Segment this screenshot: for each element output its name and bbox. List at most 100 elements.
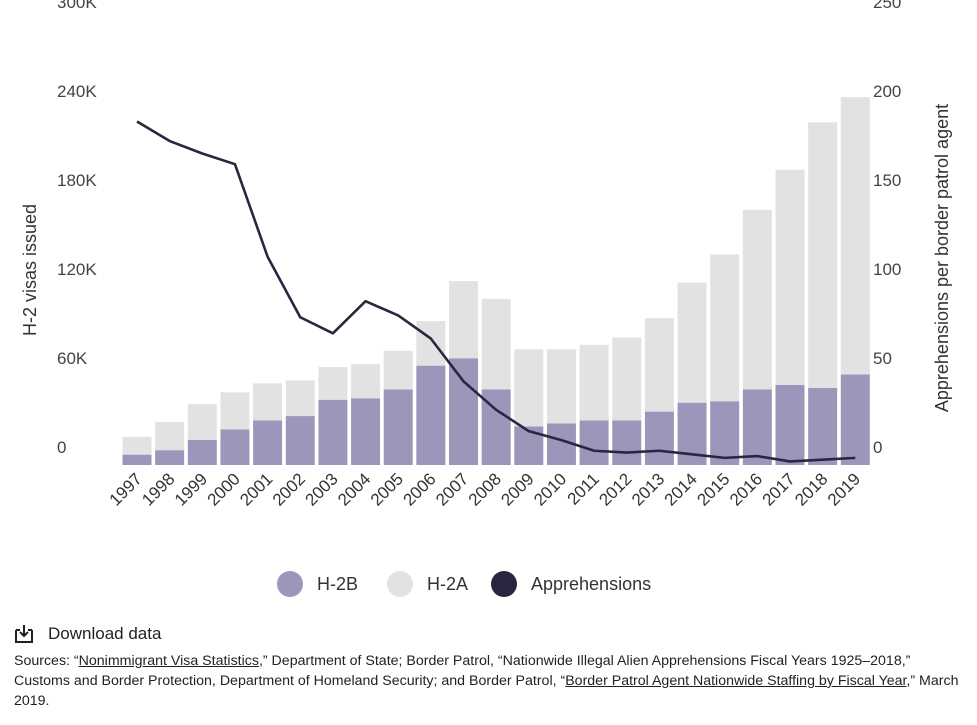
y2-tick-label: 0 xyxy=(873,438,882,457)
bar-h2a-2007 xyxy=(449,281,478,359)
bar-h2a-2002 xyxy=(285,380,315,417)
bar-h2a-2018 xyxy=(808,122,838,388)
bar-h2b-2004 xyxy=(351,398,381,465)
legend-swatch-apprehensions xyxy=(491,571,517,597)
y2-tick-label: 250 xyxy=(873,0,901,12)
x-tick-label: 1998 xyxy=(138,469,178,509)
bar-h2a-2015 xyxy=(710,254,740,402)
legend-item-h2a[interactable]: H-2A xyxy=(387,571,468,597)
apprehensions-line xyxy=(136,120,856,463)
x-tick-label: 2008 xyxy=(465,469,505,509)
y-axis-left: 0 60K 120K 180K 240K 300K xyxy=(57,0,97,457)
x-tick-label: 2013 xyxy=(628,469,668,509)
x-tick-label: 2017 xyxy=(759,469,799,509)
x-tick-label: 1997 xyxy=(106,469,146,509)
bar-h2b-2015 xyxy=(710,401,740,465)
bar-h2a-2005 xyxy=(383,350,413,390)
y-tick-label: 60K xyxy=(57,349,88,368)
download-icon xyxy=(15,625,33,643)
bar-h2a-2010 xyxy=(546,349,576,424)
x-tick-label: 2016 xyxy=(726,469,766,509)
x-tick-label: 2011 xyxy=(564,469,603,508)
bar-h2b-2012 xyxy=(612,420,642,465)
bar-h2b-2019 xyxy=(840,374,870,465)
apprehensions-line-path xyxy=(136,120,856,463)
bar-h2a-2011 xyxy=(579,344,609,421)
source-link-staffing[interactable]: Border Patrol Agent Nationwide Staffing … xyxy=(565,673,907,689)
bar-h2a-2013 xyxy=(644,318,674,412)
legend-item-apprehensions[interactable]: Apprehensions xyxy=(491,571,651,597)
bar-h2b-2007 xyxy=(449,358,478,465)
y2-tick-label: 150 xyxy=(873,171,901,190)
bar-h2a-2017 xyxy=(775,169,805,385)
bar-h2a-2012 xyxy=(612,337,642,421)
bar-h2b-2003 xyxy=(318,399,348,465)
bar-h2b-1999 xyxy=(187,439,217,465)
bar-h2b-1998 xyxy=(155,450,185,465)
legend-swatch-h2a xyxy=(387,571,413,597)
legend-swatch-h2b xyxy=(277,571,303,597)
bar-h2a-1998 xyxy=(155,421,185,451)
legend-item-h2b[interactable]: H-2B xyxy=(277,571,358,597)
bar-h2a-2001 xyxy=(253,383,283,421)
x-tick-label: 2001 xyxy=(236,469,276,509)
x-tick-label: 2007 xyxy=(432,469,472,509)
x-tick-label: 2009 xyxy=(497,469,537,509)
legend-label: H-2A xyxy=(427,573,469,594)
bar-h2a-2006 xyxy=(416,321,446,366)
x-tick-label: 2004 xyxy=(334,469,374,509)
x-tick-label: 2005 xyxy=(367,469,407,509)
x-tick-label: 2018 xyxy=(791,469,831,509)
bar-h2a-2019 xyxy=(840,97,870,375)
bar-h2a-2009 xyxy=(514,349,544,427)
bar-h2b-2000 xyxy=(220,429,250,465)
bar-h2a-2016 xyxy=(742,209,772,390)
bar-h2b-2011 xyxy=(579,420,609,465)
x-tick-label: 2012 xyxy=(595,469,635,509)
x-tick-label: 2003 xyxy=(302,469,342,509)
download-data-button[interactable]: Download data xyxy=(14,624,161,644)
bar-h2a-1997 xyxy=(122,436,152,455)
sources-prefix: Sources: “ xyxy=(14,653,79,669)
source-link-visa-statistics[interactable]: Nonimmigrant Visa Statistics xyxy=(78,653,259,669)
x-tick-label: 2010 xyxy=(530,469,570,509)
y-tick-label: 120K xyxy=(57,260,97,279)
y-tick-label: 0 xyxy=(57,438,66,457)
sources-note: Sources: “Nonimmigrant Visa Statistics,”… xyxy=(14,651,964,711)
bar-h2b-2013 xyxy=(644,411,674,465)
x-tick-label: 2000 xyxy=(204,469,244,509)
y2-tick-label: 50 xyxy=(873,349,892,368)
bar-h2b-2002 xyxy=(285,416,315,465)
bar-h2b-2005 xyxy=(383,389,413,465)
y-tick-label: 240K xyxy=(57,82,97,101)
bar-h2b-2017 xyxy=(775,384,805,465)
download-data-label: Download data xyxy=(48,624,162,643)
bar-h2b-2001 xyxy=(253,420,283,465)
y2-tick-label: 200 xyxy=(873,82,901,101)
x-tick-label: 2014 xyxy=(661,469,701,509)
chart: 0 60K 120K 180K 240K 300K 0 50 100 150 200 250 199… xyxy=(20,0,952,510)
bar-h2b-2006 xyxy=(416,365,446,465)
bar-h2a-2003 xyxy=(318,367,348,400)
bar-h2b-2016 xyxy=(742,389,772,465)
y-tick-label: 300K xyxy=(57,0,97,12)
bar-h2a-2008 xyxy=(481,298,511,390)
y-tick-label: 180K xyxy=(57,171,97,190)
x-tick-label: 1999 xyxy=(171,469,211,509)
y2-tick-label: 100 xyxy=(873,260,901,279)
x-tick-label: 2006 xyxy=(399,469,439,509)
x-tick-label: 2002 xyxy=(269,469,309,509)
legend-label: Apprehensions xyxy=(531,573,652,594)
y-axis-title: H-2 visas issued xyxy=(20,204,40,336)
legend: H-2B H-2A Apprehensions xyxy=(0,571,977,605)
legend-label: H-2B xyxy=(317,573,359,594)
sources-middle: ,” Department of State; Border Patrol, “… xyxy=(14,653,911,689)
bar-h2b-2018 xyxy=(808,387,838,465)
y-axis-right: 0 50 100 150 200 250 xyxy=(873,0,901,457)
x-tick-label: 2019 xyxy=(824,469,864,509)
bars xyxy=(122,97,870,465)
bar-h2a-2004 xyxy=(351,364,381,399)
x-axis: 1997199819992000200120022003200420052006… xyxy=(106,469,864,509)
bar-h2b-1997 xyxy=(122,454,152,465)
bar-h2a-2000 xyxy=(220,392,250,430)
